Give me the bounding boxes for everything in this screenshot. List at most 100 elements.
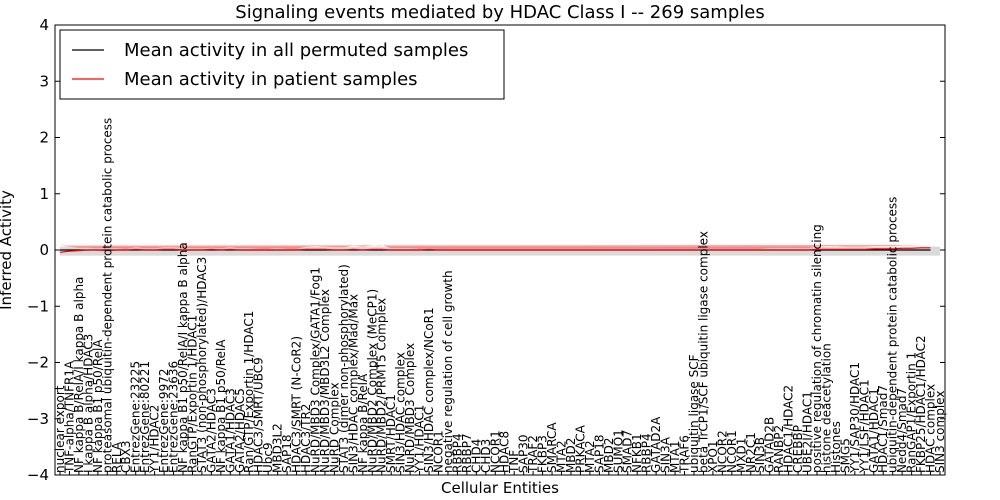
x-tick-label: RELA	[110, 441, 124, 473]
x-tick-label: GATA1/HDAC3	[223, 388, 237, 473]
x-tick-label: EntrezGene:23636	[167, 361, 181, 473]
x-tick-label: RanGAP1/Exportin 1	[905, 352, 919, 473]
x-tick-label: negative regulation of cell growth	[441, 270, 455, 473]
x-tick-label: histone deacetylation	[820, 343, 834, 473]
x-tick-label: GATA1/HDAC1	[867, 388, 881, 473]
x-tick-label: NuRD/MBD2 Complex (MeCP1)	[365, 289, 379, 473]
x-tick-label: MBD3L2	[271, 423, 285, 473]
x-tick-label: STAT3 (non-phosphorylated)/HDAC3	[195, 257, 209, 473]
permuted-band	[60, 246, 940, 256]
x-tick-label: TNF-alpha/TNFR1A	[63, 360, 77, 474]
x-tick-label: RBBP4	[450, 433, 464, 473]
series-lines	[59, 247, 931, 253]
legend: Mean activity in all permuted samples Me…	[59, 29, 505, 100]
x-tick-label: Ran/GTP/Exportin 1/HDAC1	[242, 311, 256, 473]
x-tick-label: GATA2/HDAC5	[233, 388, 247, 473]
y-tick-label: 1	[39, 185, 49, 203]
x-tick-label: EntrezGene:23225	[129, 361, 143, 473]
x-tick-label: SMG5	[838, 438, 852, 473]
x-tick-label: NCOR1	[488, 430, 502, 473]
x-tick-label: GATA2/HDAC3	[204, 388, 218, 473]
x-tick-label: TRAF2	[526, 435, 540, 474]
x-tick-label: Histones	[829, 421, 843, 473]
x-tick-label: SIN3/HDAC complex/Mad/Max	[346, 294, 360, 473]
x-tick-label: RANBP2	[772, 425, 786, 473]
x-tick-label: TRAF6	[678, 435, 692, 474]
x-tick-label: NCOR1	[432, 430, 446, 473]
x-tick-label: RanGTP/Exportin 1/HDAC1	[186, 315, 200, 473]
x-tick-label: UBE2I/HDAC1	[801, 391, 815, 473]
y-tick-label: −2	[27, 354, 49, 372]
x-tick-label: NF kappa B/RelA	[356, 373, 370, 473]
x-tick-label: EntrezGene:80221	[138, 361, 152, 473]
x-tick-label: MBD2	[564, 438, 578, 473]
x-tick-label: MXD1	[734, 438, 748, 473]
x-tick-label: NF kappa B1 p50/RelA	[91, 339, 105, 473]
x-tick-label: HDAC3/SMRT/UBC9	[252, 357, 266, 473]
x-tick-label: HDAC3/SMRT (N-CoR2)	[290, 336, 304, 473]
legend-label-patient: Mean activity in patient samples	[124, 69, 418, 90]
x-tick-label: proteasomal ubiquitin-dependent protein …	[100, 118, 114, 473]
x-tick-label: Ubc9	[261, 442, 275, 473]
x-axis-label: Cellular Entities	[441, 479, 559, 497]
legend-box	[59, 29, 505, 100]
chart-title: Signaling events mediated by HDAC Class …	[235, 2, 764, 23]
x-tick-label: FKBP3	[536, 435, 550, 473]
y-tick-label: 0	[39, 241, 49, 259]
x-tick-label: CBX3	[119, 440, 133, 472]
y-tick-label: −1	[27, 297, 49, 315]
x-tick-label: XPO1	[706, 440, 720, 473]
x-tick-label: NF kappa B1 p50/RelA/I kappa B alpha	[176, 242, 190, 473]
x-tick-label: SUMO1	[611, 429, 625, 473]
x-tick-label: SAP18	[280, 434, 294, 473]
x-tick-label: ubiquitin ligase SCF	[687, 354, 701, 473]
x-tick-label: HDAC8	[498, 431, 512, 473]
x-tick-label: YY1/HDAC1	[413, 405, 427, 474]
x-tick-label: NuRD/MBD3 Complex/GATA1/Fog1	[309, 267, 323, 473]
x-tick-label: MTA1	[668, 440, 682, 473]
x-tick-label: SIN3A	[659, 436, 673, 473]
x-tick-label: ubiquitin-dependent protein catabolic pr…	[886, 197, 900, 473]
x-tick-label: HDAC complex	[924, 384, 938, 473]
x-tick-label: beta TrCP1/SCF ubiquitin ligase complex	[696, 231, 710, 473]
x-tick-label: NR2C1	[744, 432, 758, 473]
x-tick-label: HDAC1/Smad7	[876, 385, 890, 473]
y-axis: 4 3 2 1 0 −1 −2 −3 −4	[27, 16, 945, 484]
y-tick-label: −4	[27, 466, 49, 484]
x-tick-label: I kappa B alpha/HDAC3	[81, 334, 95, 473]
x-tick-label: SAP18	[592, 434, 606, 473]
patient-band	[60, 244, 931, 249]
x-tick-label: RBBP7	[460, 433, 474, 473]
x-tick-label: EntrezGene:9972	[157, 369, 171, 474]
x-tick-label: NFKB1	[630, 433, 644, 473]
confidence-bands	[60, 244, 940, 256]
x-tick-label: YY1/SAP30/HDAC1	[848, 362, 862, 474]
x-tick-label: RBBP4	[640, 433, 654, 473]
x-tick-label: SMRT/HDAC1	[384, 394, 398, 473]
x-tick-label: SIN3B	[753, 437, 767, 473]
x-tick-label: PRKACA	[573, 424, 587, 473]
x-tick-label: YY1/HDAC2	[148, 405, 162, 474]
x-tick-label: positive regulation of chromatin silenci…	[810, 224, 824, 473]
x-tick-label: SIN3 complex	[933, 391, 947, 473]
x-tick-label: STAT3 (dimer non-phosphorylated)	[337, 264, 351, 473]
x-tick-label: NuRD/MBD3/MBD3L2 Complex	[318, 289, 332, 473]
y-tick-label: −3	[27, 410, 49, 428]
y-axis-label: Inferred Activity	[0, 190, 15, 310]
x-tick-label: SMAD7	[621, 430, 635, 473]
x-tick-label: FKBP25/HDAC1/HDAC2	[914, 335, 928, 473]
x-tick-label: Nedd4/Smad7	[895, 388, 909, 473]
x-tick-label: CHD3	[479, 439, 493, 473]
x-tick-label: nuclear export	[53, 385, 67, 473]
y-tick-label: 2	[39, 129, 49, 147]
x-tick-label: NF kappa B1 p50/RelA	[214, 339, 228, 473]
x-tick-label: NuRD/MBD2/PRMT5 Complex	[375, 298, 389, 473]
y-tick-label: 4	[39, 16, 49, 34]
x-tick-label: TNF	[507, 450, 521, 474]
x-tick-label: NCOR2	[715, 430, 729, 473]
x-tick-label: NF kappa B/RelA/I kappa B alpha	[72, 277, 86, 473]
x-tick-label: NuRD/MBD3 Complex	[403, 343, 417, 473]
x-tick-label: YY1/LSF/HDAC1	[857, 379, 871, 474]
